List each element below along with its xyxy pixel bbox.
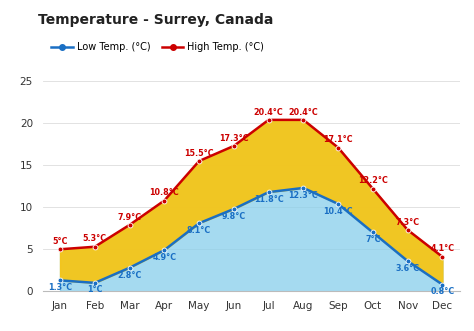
Text: 20.4°C: 20.4°C: [254, 108, 283, 117]
Line: High Temp. (°C): High Temp. (°C): [58, 118, 445, 259]
Text: 3.6°C: 3.6°C: [396, 264, 419, 273]
Low Temp. (°C): [196, 221, 202, 225]
Low Temp. (°C): [127, 266, 132, 270]
Text: 5.3°C: 5.3°C: [83, 234, 107, 243]
Low Temp. (°C): [266, 190, 272, 194]
High Temp. (°C): [335, 146, 341, 150]
Text: 5°C: 5°C: [52, 237, 68, 246]
Text: 1.3°C: 1.3°C: [48, 283, 72, 292]
Text: 4.9°C: 4.9°C: [152, 253, 176, 262]
Text: 10.8°C: 10.8°C: [149, 188, 179, 197]
Text: 2.8°C: 2.8°C: [118, 271, 142, 280]
Low Temp. (°C): [92, 281, 98, 285]
Text: 1°C: 1°C: [87, 285, 102, 294]
Text: 8.1°C: 8.1°C: [187, 226, 211, 235]
High Temp. (°C): [301, 118, 306, 122]
Text: 12.2°C: 12.2°C: [358, 176, 388, 185]
Text: 17.3°C: 17.3°C: [219, 134, 249, 143]
Text: 17.1°C: 17.1°C: [323, 135, 353, 144]
Low Temp. (°C): [405, 259, 410, 263]
Low Temp. (°C): [439, 283, 445, 287]
Text: 0.8°C: 0.8°C: [430, 288, 455, 297]
Low Temp. (°C): [162, 248, 167, 252]
Text: 11.8°C: 11.8°C: [254, 195, 283, 204]
High Temp. (°C): [266, 118, 272, 122]
Text: 9.8°C: 9.8°C: [222, 212, 246, 221]
Text: 15.5°C: 15.5°C: [184, 149, 214, 158]
Line: Low Temp. (°C): Low Temp. (°C): [58, 185, 445, 287]
Text: 10.4°C: 10.4°C: [323, 207, 353, 216]
Low Temp. (°C): [335, 202, 341, 206]
Low Temp. (°C): [231, 207, 237, 211]
Text: 7.3°C: 7.3°C: [396, 217, 419, 227]
High Temp. (°C): [127, 223, 132, 227]
Text: Temperature - Surrey, Canada: Temperature - Surrey, Canada: [38, 13, 273, 27]
Text: 7°C: 7°C: [365, 235, 381, 244]
High Temp. (°C): [196, 159, 202, 163]
Text: 7.9°C: 7.9°C: [118, 213, 142, 221]
High Temp. (°C): [439, 255, 445, 259]
High Temp. (°C): [57, 247, 63, 251]
High Temp. (°C): [405, 228, 410, 232]
High Temp. (°C): [92, 245, 98, 249]
Text: 12.3°C: 12.3°C: [289, 191, 318, 200]
Low Temp. (°C): [370, 230, 376, 234]
Low Temp. (°C): [301, 186, 306, 190]
Legend: Low Temp. (°C), High Temp. (°C): Low Temp. (°C), High Temp. (°C): [47, 38, 268, 56]
High Temp. (°C): [162, 199, 167, 203]
Text: 20.4°C: 20.4°C: [289, 108, 318, 117]
Low Temp. (°C): [57, 278, 63, 282]
High Temp. (°C): [370, 187, 376, 191]
High Temp. (°C): [231, 144, 237, 148]
Text: 4.1°C: 4.1°C: [430, 245, 455, 254]
